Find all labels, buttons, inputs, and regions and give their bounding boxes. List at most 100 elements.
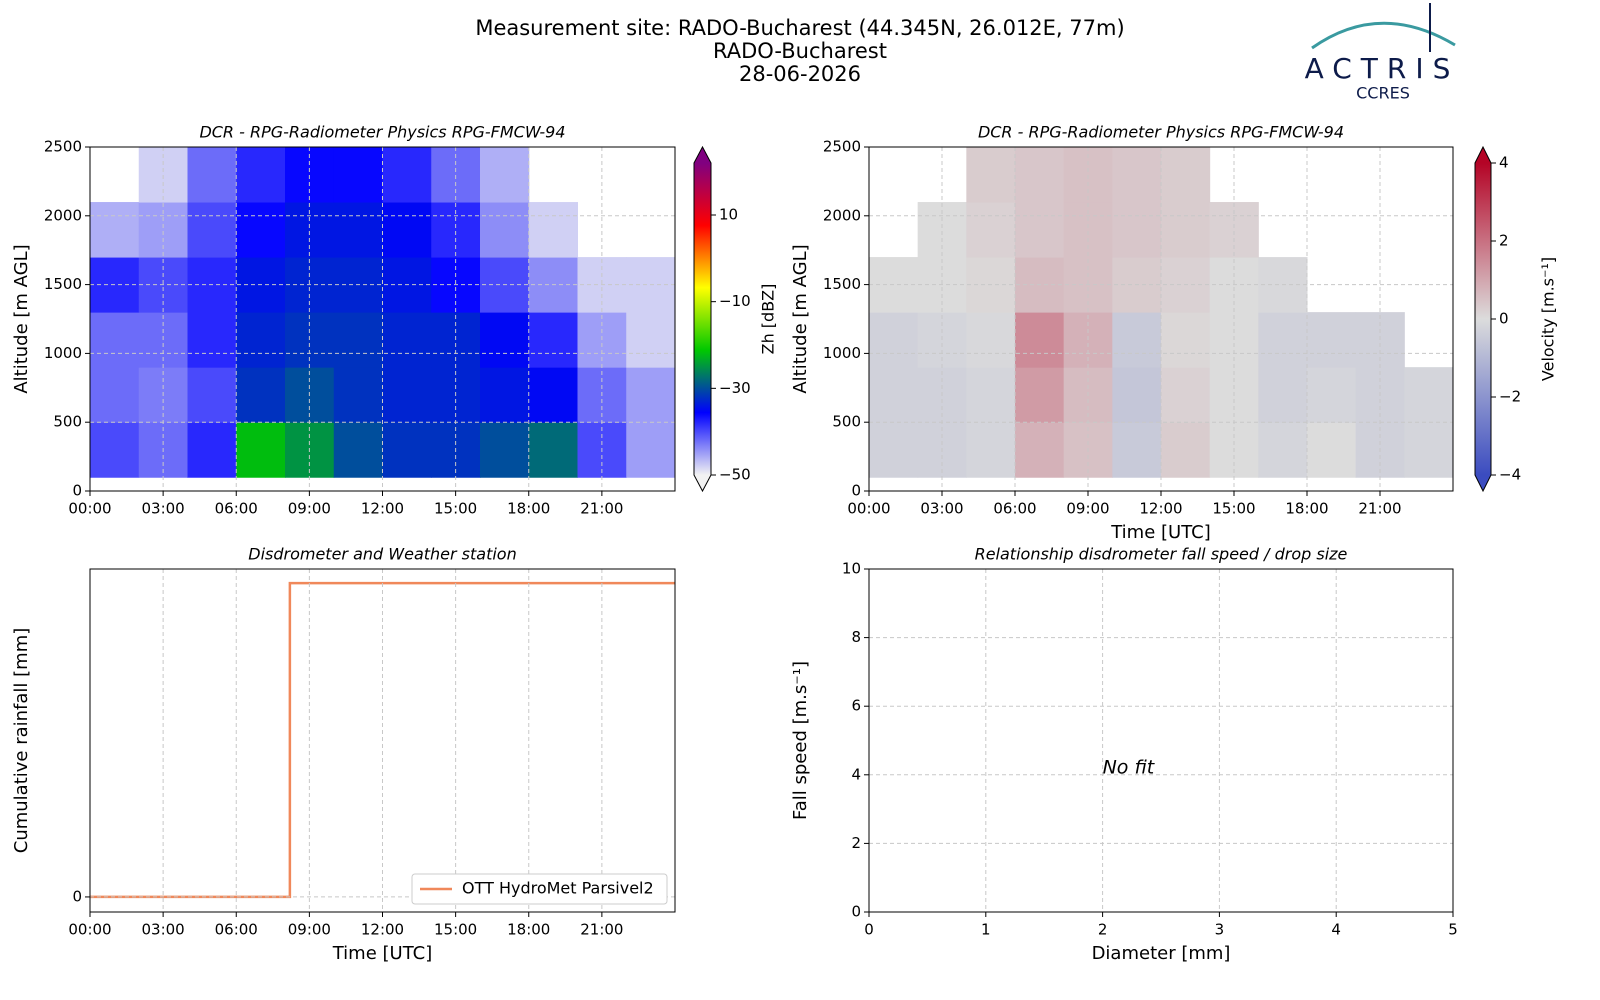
panel-title: DCR - RPG-Radiometer Physics RPG-FMCW-94	[978, 123, 1344, 142]
colorbar-extend	[694, 475, 711, 491]
x-tick-label: 09:00	[288, 921, 331, 939]
colorbar-tick-label: −2	[1499, 388, 1521, 406]
heatmap-cell	[1404, 367, 1454, 423]
heatmap-cell	[333, 147, 383, 203]
heatmap-cell	[187, 367, 237, 423]
colorbar-tick-label: 0	[1499, 310, 1509, 328]
heatmap-cell	[1307, 312, 1357, 368]
heatmap-cell	[966, 312, 1016, 368]
colorbar-tick-label: −50	[719, 466, 751, 484]
colorbar-tick-label: −30	[719, 379, 751, 397]
figure-title: Measurement site: RADO-Bucharest (44.345…	[475, 16, 1124, 40]
heatmap-cell	[1258, 422, 1308, 478]
colorbar-tick-label: 10	[719, 206, 738, 224]
y-tick-label: 0	[72, 887, 82, 905]
heatmap-cell	[333, 312, 383, 368]
x-tick-label: 03:00	[920, 500, 963, 518]
y-tick-label: 10	[842, 560, 861, 578]
heatmap-cell	[869, 422, 919, 478]
heatmap-cell	[90, 367, 140, 423]
heatmap-cell	[626, 312, 676, 368]
y-axis-label: Altitude [m AGL]	[790, 244, 811, 393]
logo-text: ACTRIS	[1305, 52, 1460, 85]
x-tick-label: 1	[981, 921, 991, 939]
logo-subtext: CCRES	[1356, 84, 1410, 103]
colorbar-tick-label: −10	[719, 292, 751, 310]
x-tick-label: 15:00	[434, 921, 477, 939]
y-axis-label: Cumulative rainfall [mm]	[11, 628, 32, 854]
heatmap-cell	[1161, 422, 1211, 478]
heatmap-cell	[869, 312, 919, 368]
y-tick-label: 1500	[823, 275, 861, 293]
heatmap-cell	[187, 147, 237, 203]
panel: Disdrometer and Weather station 00:00 03:0…	[11, 545, 676, 964]
heatmap-cell	[90, 312, 140, 368]
colorbar-tick-label: 4	[1499, 154, 1509, 172]
annotation: No fit	[1103, 756, 1156, 778]
panel: DCR - RPG-Radiometer Physics RPG-FMCW-94…	[790, 123, 1558, 544]
heatmap-cell	[236, 312, 286, 368]
y-tick-label: 2000	[823, 206, 861, 224]
colorbar-extend	[694, 147, 711, 163]
heatmap-cell	[1015, 312, 1065, 368]
heatmap-cell	[966, 422, 1016, 478]
y-tick-label: 2	[851, 834, 861, 852]
x-axis-label: Time [UTC]	[332, 943, 433, 964]
heatmap-cell	[1404, 422, 1454, 478]
x-tick-label: 06:00	[215, 500, 258, 518]
y-axis-label: Altitude [m AGL]	[11, 244, 32, 393]
heatmap-cell	[1161, 367, 1211, 423]
heatmap-cell	[1112, 367, 1162, 423]
heatmap-cell	[869, 367, 919, 423]
heatmap-cell	[480, 312, 530, 368]
x-tick-label: 18:00	[507, 921, 550, 939]
panel-title: Disdrometer and Weather station	[248, 545, 516, 564]
x-tick-label: 00:00	[68, 500, 111, 518]
heatmap-cell	[90, 202, 140, 258]
heatmap-cell	[528, 202, 578, 258]
heatmap-cell	[1015, 147, 1065, 203]
x-tick-label: 15:00	[1212, 500, 1255, 518]
heatmap-cell	[1307, 367, 1357, 423]
colorbar	[694, 163, 711, 475]
heatmap-cell	[187, 312, 237, 368]
heatmap-cell	[187, 422, 237, 478]
heatmap-cell	[236, 147, 286, 203]
heatmap-cell	[480, 147, 530, 203]
y-tick-label: 8	[851, 628, 861, 646]
colorbar-tick-label: −4	[1499, 466, 1521, 484]
y-tick-label: 500	[53, 413, 82, 431]
x-tick-label: 00:00	[68, 921, 111, 939]
y-tick-label: 0	[851, 482, 861, 500]
colorbar-label: Velocity [m.s⁻¹]	[1539, 257, 1558, 381]
figure-date: 28-06-2026	[739, 62, 861, 86]
heatmap-cell	[966, 147, 1016, 203]
heatmap-cell	[236, 202, 286, 258]
y-tick-label: 2500	[44, 138, 82, 156]
heatmap-cell	[626, 422, 676, 478]
colorbar-tick-label: 2	[1499, 232, 1509, 250]
logo-arc	[1311, 21, 1456, 50]
x-tick-label: 3	[1215, 921, 1225, 939]
heatmap-cell	[333, 202, 383, 258]
heatmap-cell	[528, 312, 578, 368]
heatmap-cell	[1258, 312, 1308, 368]
figure-subtitle: RADO-Bucharest	[713, 39, 887, 63]
heatmap-cell	[1307, 422, 1357, 478]
plot-frame	[868, 146, 1454, 492]
heatmap-cell	[480, 202, 530, 258]
x-tick-label: 06:00	[993, 500, 1036, 518]
x-tick-label: 0	[864, 921, 874, 939]
heatmap-cell	[333, 367, 383, 423]
panel: DCR - RPG-Radiometer Physics RPG-FMCW-94…	[11, 123, 778, 518]
x-tick-label: 4	[1331, 921, 1341, 939]
logo: ACTRIS CCRES	[1305, 3, 1460, 103]
heatmap-cell	[626, 367, 676, 423]
heatmap-cell	[1112, 422, 1162, 478]
x-axis-label: Time [UTC]	[1110, 522, 1211, 543]
x-tick-label: 2	[1098, 921, 1108, 939]
heatmap-cell	[1112, 312, 1162, 368]
x-tick-label: 12:00	[361, 500, 404, 518]
heatmap-cell	[1015, 202, 1065, 258]
